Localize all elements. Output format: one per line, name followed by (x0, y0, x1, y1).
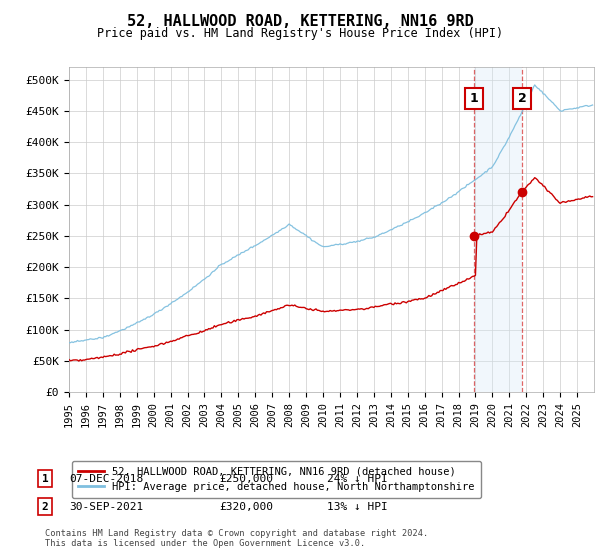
Text: 2: 2 (518, 92, 526, 105)
Text: 13% ↓ HPI: 13% ↓ HPI (327, 502, 388, 512)
Bar (474, 67, 522, 392)
Legend: 52, HALLWOOD ROAD, KETTERING, NN16 9RD (detached house), HPI: Average price, det: 52, HALLWOOD ROAD, KETTERING, NN16 9RD (… (71, 460, 481, 498)
Text: 2: 2 (41, 502, 49, 512)
Text: 24% ↓ HPI: 24% ↓ HPI (327, 474, 388, 484)
Text: Price paid vs. HM Land Registry's House Price Index (HPI): Price paid vs. HM Land Registry's House … (97, 27, 503, 40)
Text: 07-DEC-2018: 07-DEC-2018 (69, 474, 143, 484)
Text: £250,000: £250,000 (219, 474, 273, 484)
Text: 30-SEP-2021: 30-SEP-2021 (69, 502, 143, 512)
Text: Contains HM Land Registry data © Crown copyright and database right 2024.
This d: Contains HM Land Registry data © Crown c… (45, 529, 428, 548)
Text: 52, HALLWOOD ROAD, KETTERING, NN16 9RD: 52, HALLWOOD ROAD, KETTERING, NN16 9RD (127, 14, 473, 29)
Text: £320,000: £320,000 (219, 502, 273, 512)
Text: 1: 1 (41, 474, 49, 484)
Text: 1: 1 (470, 92, 478, 105)
